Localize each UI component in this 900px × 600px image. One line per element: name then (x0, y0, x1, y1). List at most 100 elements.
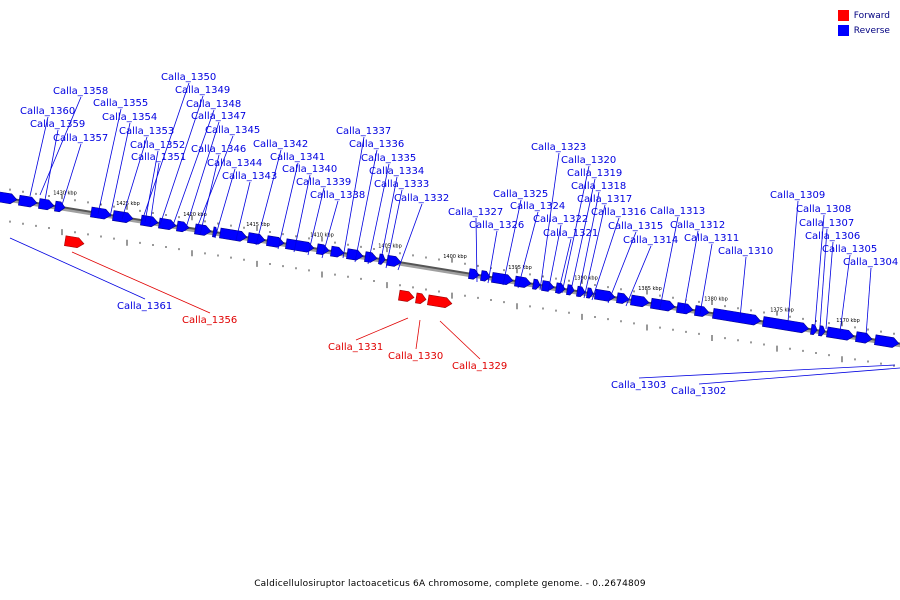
gene-arrow-shape (194, 223, 212, 236)
forward-gene-arrow (64, 235, 85, 249)
gene-label: Calla_1341 (270, 152, 325, 163)
gene-leader-line (61, 143, 82, 206)
reverse-gene-arrow (90, 206, 112, 220)
gene-leader-line (199, 154, 220, 236)
gene-arrow-shape (38, 198, 55, 211)
reverse-gene-arrow (285, 238, 315, 253)
gene-leader-line (591, 217, 620, 301)
gene-leader-line (739, 256, 747, 319)
scale-label: 1370 kbp (836, 318, 860, 324)
gene-arrow-shape (630, 294, 650, 308)
reverse-gene-arrow (158, 217, 177, 231)
gene-label: Calla_1345 (205, 125, 260, 136)
gene-leader-line (367, 163, 390, 265)
gene-label: Calla_1311 (684, 233, 739, 244)
gene-leader-line (397, 203, 423, 271)
gene-label: Calla_1332 (394, 193, 449, 204)
gene-arrow-shape (90, 206, 112, 220)
gene-label: Calla_1321 (543, 228, 598, 239)
gene-label: Calla_1318 (571, 181, 626, 192)
gene-arrow-shape (330, 245, 345, 258)
gene-label: Calla_1333 (374, 179, 429, 190)
gene-leader-line (583, 204, 606, 299)
forward-gene-arrow (398, 289, 415, 302)
reverse-gene-arrow (855, 331, 873, 344)
gene-label: Calla_1324 (510, 201, 565, 212)
gene-leader-line (321, 200, 339, 259)
gene-label: Calla_1327 (448, 207, 503, 218)
reverse-gene-arrow (0, 190, 18, 205)
gene-arrow-shape (364, 251, 378, 263)
gene-label: Calla_1353 (119, 126, 174, 137)
reverse-gene-arrow (330, 245, 345, 258)
reverse-gene-arrow (586, 287, 594, 299)
gene-leader-line (475, 217, 478, 283)
reverse-gene-arrow (762, 316, 810, 334)
gene-label: Calla_1304 (843, 257, 898, 268)
gene-label: Calla_1344 (207, 158, 262, 169)
gene-label: Calla_1348 (186, 99, 241, 110)
gene-label: Calla_1346 (191, 144, 246, 155)
gene-label: Calla_1315 (608, 221, 663, 232)
gene-leader-line (547, 224, 562, 293)
scale-label: 1420 kbp (183, 212, 207, 218)
gene-leader-line (144, 150, 159, 223)
gene-leader-line (97, 108, 122, 215)
gene-leader-line (9, 237, 146, 300)
scale-label: 1425 kbp (116, 201, 140, 207)
gene-leader-line (385, 189, 403, 269)
gene-label: Calla_1303 (611, 380, 666, 391)
gene-arrow-shape (285, 238, 315, 253)
gene-leader-line (502, 199, 522, 286)
gene-label: Calla_1329 (452, 361, 507, 372)
gene-arrow-shape (0, 190, 18, 205)
gene-arrow-shape (54, 200, 66, 213)
gene-leader-line (787, 200, 799, 323)
gene-leader-line (184, 121, 220, 232)
gene-label: Calla_1331 (328, 342, 383, 353)
gene-leader-line (307, 187, 325, 256)
forward-gene-arrow (415, 292, 427, 304)
scale-label: 1385 kbp (638, 286, 662, 292)
gene-label: Calla_1355 (93, 98, 148, 109)
reverse-gene-arrow (630, 294, 650, 308)
gene-leader-line (121, 136, 148, 220)
gene-label: Calla_1309 (770, 190, 825, 201)
gene-label: Calla_1317 (577, 194, 632, 205)
reverse-gene-arrow (826, 326, 855, 341)
scale-label: 1410 kbp (310, 232, 334, 238)
gene-leader-line (865, 267, 872, 337)
gene-label: Calla_1342 (253, 139, 308, 150)
reverse-gene-arrow (712, 308, 762, 326)
gene-leader-line (607, 231, 637, 304)
gene-arrow-shape (566, 284, 575, 296)
scale-label: 1395 kbp (508, 265, 532, 271)
gene-label: Calla_1361 (117, 301, 172, 312)
gene-leader-line (235, 181, 251, 241)
reverse-gene-arrow (316, 243, 330, 255)
gene-label: Calla_1320 (561, 155, 616, 166)
gene-arrow-shape (427, 294, 453, 309)
gene-leader-line (255, 149, 282, 246)
gene-leader-line (159, 95, 204, 226)
gene-leader-line (71, 251, 211, 314)
gene-arrow-shape (468, 268, 480, 280)
gene-label: Calla_1319 (567, 168, 622, 179)
gene-arrow-shape (346, 248, 364, 261)
gene-label: Calla_1357 (53, 133, 108, 144)
gene-arrow-shape (378, 253, 386, 265)
gene-label: Calla_1316 (591, 207, 646, 218)
gene-label: Calla_1352 (130, 140, 185, 151)
gene-leader-line (683, 230, 699, 311)
reverse-gene-arrow (378, 253, 386, 265)
gene-arrow-shape (316, 243, 330, 255)
legend-reverse: Reverse (837, 23, 890, 38)
gene-label: Calla_1347 (191, 111, 246, 122)
reverse-gene-arrow (566, 284, 575, 296)
gene-label: Calla_1360 (20, 106, 75, 117)
gene-label: Calla_1339 (296, 177, 351, 188)
reverse-gene-arrow (247, 232, 266, 245)
gene-label: Calla_1358 (53, 86, 108, 97)
gene-leader-line (141, 82, 190, 222)
legend-forward-swatch (837, 10, 849, 21)
